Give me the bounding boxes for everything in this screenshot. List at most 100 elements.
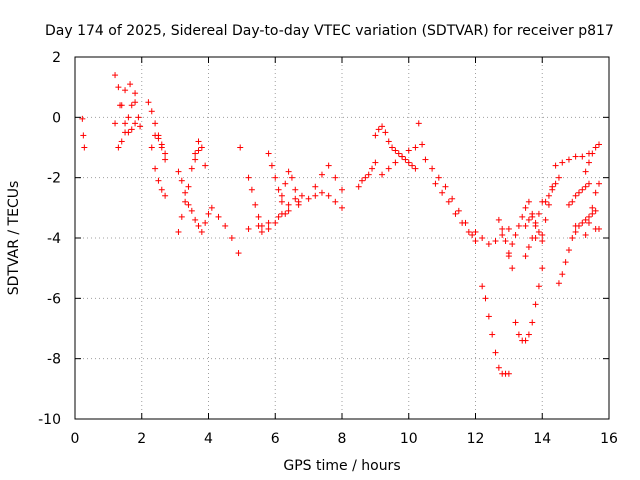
- data-point: [582, 216, 589, 223]
- data-point: [185, 201, 192, 208]
- data-point: [265, 225, 272, 232]
- data-point: [532, 219, 539, 226]
- data-point: [292, 195, 299, 202]
- data-point: [132, 90, 139, 97]
- data-point: [192, 156, 199, 163]
- data-point: [185, 183, 192, 190]
- data-point: [522, 253, 529, 260]
- data-point: [589, 150, 596, 157]
- data-point: [158, 186, 165, 193]
- data-point: [198, 228, 205, 235]
- data-point: [439, 189, 446, 196]
- data-point: [472, 238, 479, 245]
- data-point: [429, 165, 436, 172]
- data-point: [339, 186, 345, 193]
- data-point: [288, 174, 295, 181]
- data-point: [572, 228, 579, 235]
- data-point: [359, 177, 366, 184]
- data-point: [132, 99, 139, 106]
- data-point: [375, 126, 382, 133]
- data-point: [492, 238, 499, 245]
- data-point: [595, 141, 602, 148]
- data-point: [529, 319, 536, 326]
- data-point: [505, 370, 512, 377]
- series-arc-aa: [479, 283, 512, 377]
- data-point: [295, 198, 302, 205]
- series-arc-x: [422, 156, 476, 238]
- data-point: [255, 213, 262, 220]
- series-arc-t: [355, 159, 379, 190]
- data-point: [562, 259, 569, 266]
- series-arc-f: [148, 132, 169, 163]
- data-point: [128, 126, 135, 133]
- x-tick-label: 10: [400, 431, 418, 447]
- data-point: [81, 144, 88, 151]
- data-point: [122, 87, 129, 94]
- data-point: [162, 150, 169, 157]
- x-tick-label: 16: [600, 431, 618, 447]
- data-point: [395, 150, 402, 157]
- data-point: [237, 144, 244, 151]
- data-point: [499, 231, 506, 238]
- data-point: [127, 81, 134, 88]
- series-arc-u: [372, 123, 419, 172]
- data-point: [379, 171, 386, 178]
- data-point: [532, 301, 539, 308]
- x-tick-label: 14: [533, 431, 551, 447]
- series-arc-k: [208, 204, 242, 257]
- data-point: [569, 235, 576, 241]
- data-point: [585, 219, 592, 226]
- data-point: [579, 153, 586, 160]
- data-point: [325, 162, 332, 169]
- data-point: [575, 189, 582, 196]
- data-point: [192, 216, 199, 223]
- data-point: [552, 162, 559, 169]
- data-point: [248, 186, 255, 193]
- data-point: [205, 210, 212, 217]
- data-point: [529, 213, 536, 220]
- y-tick-label: 0: [52, 110, 61, 126]
- data-point: [278, 198, 285, 205]
- data-point: [155, 177, 162, 184]
- data-point: [565, 156, 572, 163]
- data-point: [559, 271, 566, 278]
- data-point: [595, 180, 602, 187]
- series-arc-r: [305, 189, 345, 211]
- data-points-layer: [79, 72, 602, 377]
- data-point: [285, 207, 292, 214]
- data-point: [372, 132, 379, 139]
- x-tick-label: 4: [204, 431, 213, 447]
- data-point: [409, 162, 416, 169]
- series-arc-m: [245, 201, 302, 232]
- series-arc-i: [175, 138, 202, 235]
- series-arc-q: [278, 168, 302, 205]
- x-tick-labels: 0 2 4 6 8 10 12 14 16: [71, 431, 618, 447]
- data-point: [539, 265, 546, 272]
- data-point: [362, 174, 369, 181]
- data-point: [182, 189, 189, 196]
- data-point: [545, 192, 552, 199]
- data-point: [579, 219, 586, 226]
- data-point: [585, 213, 592, 220]
- data-point: [489, 331, 496, 338]
- data-point: [492, 349, 499, 356]
- data-point: [128, 102, 135, 109]
- data-point: [522, 222, 529, 229]
- data-point: [525, 216, 532, 223]
- data-point: [392, 159, 399, 166]
- data-point: [469, 231, 476, 238]
- data-point: [152, 165, 159, 172]
- data-point: [385, 165, 392, 172]
- data-point: [499, 225, 506, 232]
- series-arc-ad: [512, 265, 546, 344]
- data-point: [535, 283, 542, 290]
- data-point: [592, 144, 599, 151]
- data-point: [455, 207, 462, 214]
- y-tick-label: -8: [47, 352, 61, 368]
- data-point: [412, 144, 419, 151]
- data-point: [589, 204, 596, 211]
- data-point: [155, 135, 162, 142]
- data-point: [115, 84, 122, 91]
- data-point: [275, 186, 282, 193]
- data-point: [265, 150, 272, 157]
